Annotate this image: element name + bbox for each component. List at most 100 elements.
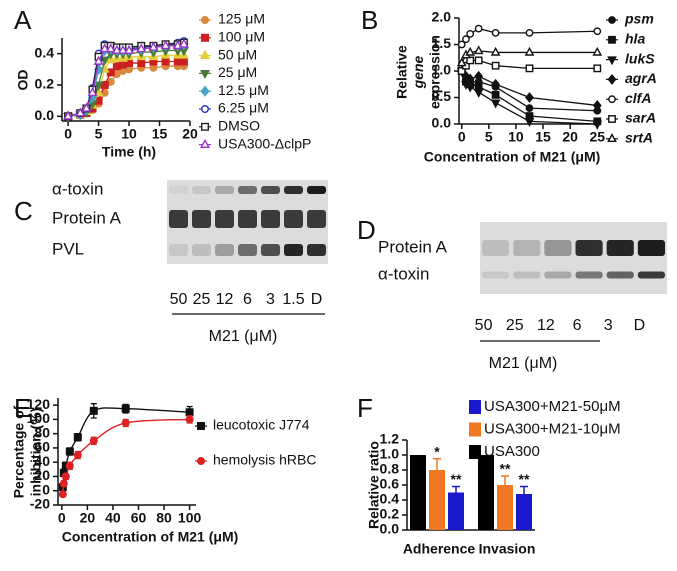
data-point — [81, 102, 92, 112]
y-tick-label: 0.0 — [380, 521, 400, 537]
x-axis-label: M21 (μM) — [209, 328, 278, 345]
x-axis-label: Concentration of M21 (μM) — [62, 529, 239, 545]
blot-band — [575, 240, 603, 256]
data-point — [592, 100, 602, 111]
legend-label: USA300-ΔclpP — [218, 135, 311, 151]
legend-marker — [200, 70, 210, 80]
y-axis-label: expression — [427, 35, 443, 109]
y-tick-label: 60 — [34, 439, 50, 455]
y-tick-label: 20 — [34, 467, 50, 483]
legend-label: leucotoxic J774 — [213, 417, 310, 433]
blot-band — [238, 244, 257, 256]
blot-band — [238, 210, 257, 228]
data-point — [89, 436, 98, 445]
legend-marker — [200, 122, 209, 131]
legend-label: 6.25 μM — [218, 100, 269, 116]
legend-label: 125 μM — [218, 11, 265, 27]
legend-label: 50 μM — [218, 46, 257, 62]
y-tick-label: 0.2 — [35, 76, 55, 92]
legend-marker — [608, 16, 616, 24]
x-tick-label: 0 — [58, 510, 66, 526]
x-tick-label: 10 — [121, 126, 137, 142]
data-point — [178, 38, 189, 48]
data-point — [524, 118, 535, 127]
x-tick-label: 80 — [156, 510, 172, 526]
x-tick-label: 0 — [458, 129, 466, 145]
data-point — [65, 461, 74, 470]
data-point — [592, 120, 603, 130]
error-bar — [452, 485, 460, 493]
data-point — [117, 44, 128, 54]
legend-label: 25 μM — [218, 64, 257, 80]
blot-band — [169, 244, 188, 256]
blot-band — [637, 271, 665, 279]
bar — [429, 470, 445, 530]
data-point — [93, 55, 104, 65]
data-point — [121, 418, 130, 427]
panel-label: F — [357, 393, 373, 423]
blot-band — [215, 210, 234, 228]
x-tick-label: Adherence — [403, 541, 476, 557]
data-point — [465, 83, 476, 93]
bar — [516, 494, 532, 530]
blot-band — [544, 240, 572, 256]
data-point — [456, 57, 467, 67]
lane-label: 3 — [604, 317, 613, 334]
data-point — [59, 479, 68, 488]
data-point — [99, 43, 110, 53]
legend-marker — [196, 422, 205, 431]
x-tick-label: 40 — [105, 510, 121, 526]
x-tick-label: 100 — [178, 510, 202, 526]
significance: * — [434, 443, 440, 459]
legend-label: psm — [624, 11, 654, 27]
legend-label: agrA — [625, 70, 657, 86]
blot-band — [261, 186, 280, 194]
y-tick-label: 40 — [34, 453, 50, 469]
legend-marker — [608, 35, 616, 44]
data-point — [136, 43, 147, 53]
legend-label: 100 μM — [218, 29, 265, 45]
panel-label: D — [357, 215, 376, 245]
data-point — [525, 92, 534, 103]
y-axis-label: inhibition (%) — [28, 408, 44, 497]
data-point — [73, 433, 82, 442]
y-tick-label: 0.5 — [432, 88, 452, 104]
significance: ** — [500, 461, 511, 477]
data-point — [592, 46, 603, 56]
y-tick-label: 1.2 — [380, 431, 400, 447]
legend-marker — [200, 33, 209, 42]
error-bar — [520, 485, 528, 494]
y-tick-label: 0.0 — [432, 115, 452, 131]
legend-swatch — [469, 422, 481, 437]
data-point — [466, 30, 475, 38]
blot-band — [637, 240, 665, 256]
data-point — [63, 110, 74, 120]
x-tick-label: 15 — [152, 126, 168, 142]
panel-label: A — [14, 5, 32, 35]
lane-label: 12 — [216, 291, 234, 308]
data-point — [524, 46, 535, 56]
legend-marker — [607, 56, 617, 66]
lane-label: 25 — [193, 291, 211, 308]
y-tick-label: 1.0 — [432, 62, 452, 78]
lane-label: 50 — [475, 317, 493, 334]
data-point — [148, 41, 159, 51]
panel-label: B — [361, 5, 378, 35]
x-tick-label: 60 — [131, 510, 147, 526]
blot-band — [482, 240, 510, 256]
data-point — [457, 67, 466, 75]
bar — [410, 455, 426, 530]
y-tick-label: 0.0 — [35, 107, 55, 123]
blot-band — [261, 244, 280, 256]
legend-label: 12.5 μM — [218, 82, 269, 98]
x-axis-label: Time (h) — [102, 144, 156, 160]
y-axis-label: OD — [15, 70, 31, 91]
x-tick-label: 15 — [535, 129, 551, 145]
data-point — [185, 415, 194, 424]
data-point — [466, 56, 475, 65]
y-tick-label: -20 — [30, 496, 50, 512]
x-tick-label: 20 — [80, 510, 96, 526]
legend-label: DMSO — [218, 118, 260, 134]
row-label: α-toxin — [378, 264, 429, 283]
legend-label: USA300+M21-50μM — [484, 398, 621, 415]
